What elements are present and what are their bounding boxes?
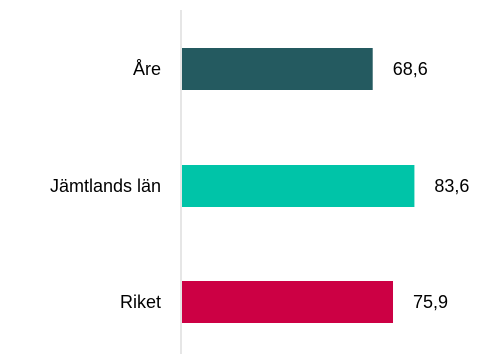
value-label: 68,6 xyxy=(393,59,428,79)
category-label: Riket xyxy=(120,292,161,312)
value-label: 83,6 xyxy=(434,176,469,196)
category-label: Åre xyxy=(133,59,161,79)
bar xyxy=(182,48,373,90)
category-label: Jämtlands län xyxy=(50,176,161,196)
bar xyxy=(182,281,394,323)
bar xyxy=(182,165,415,207)
bar-group: Åre 68,6 Jämtlands län 83,6 Riket 75,9 xyxy=(50,48,469,323)
value-label: 75,9 xyxy=(413,292,448,312)
